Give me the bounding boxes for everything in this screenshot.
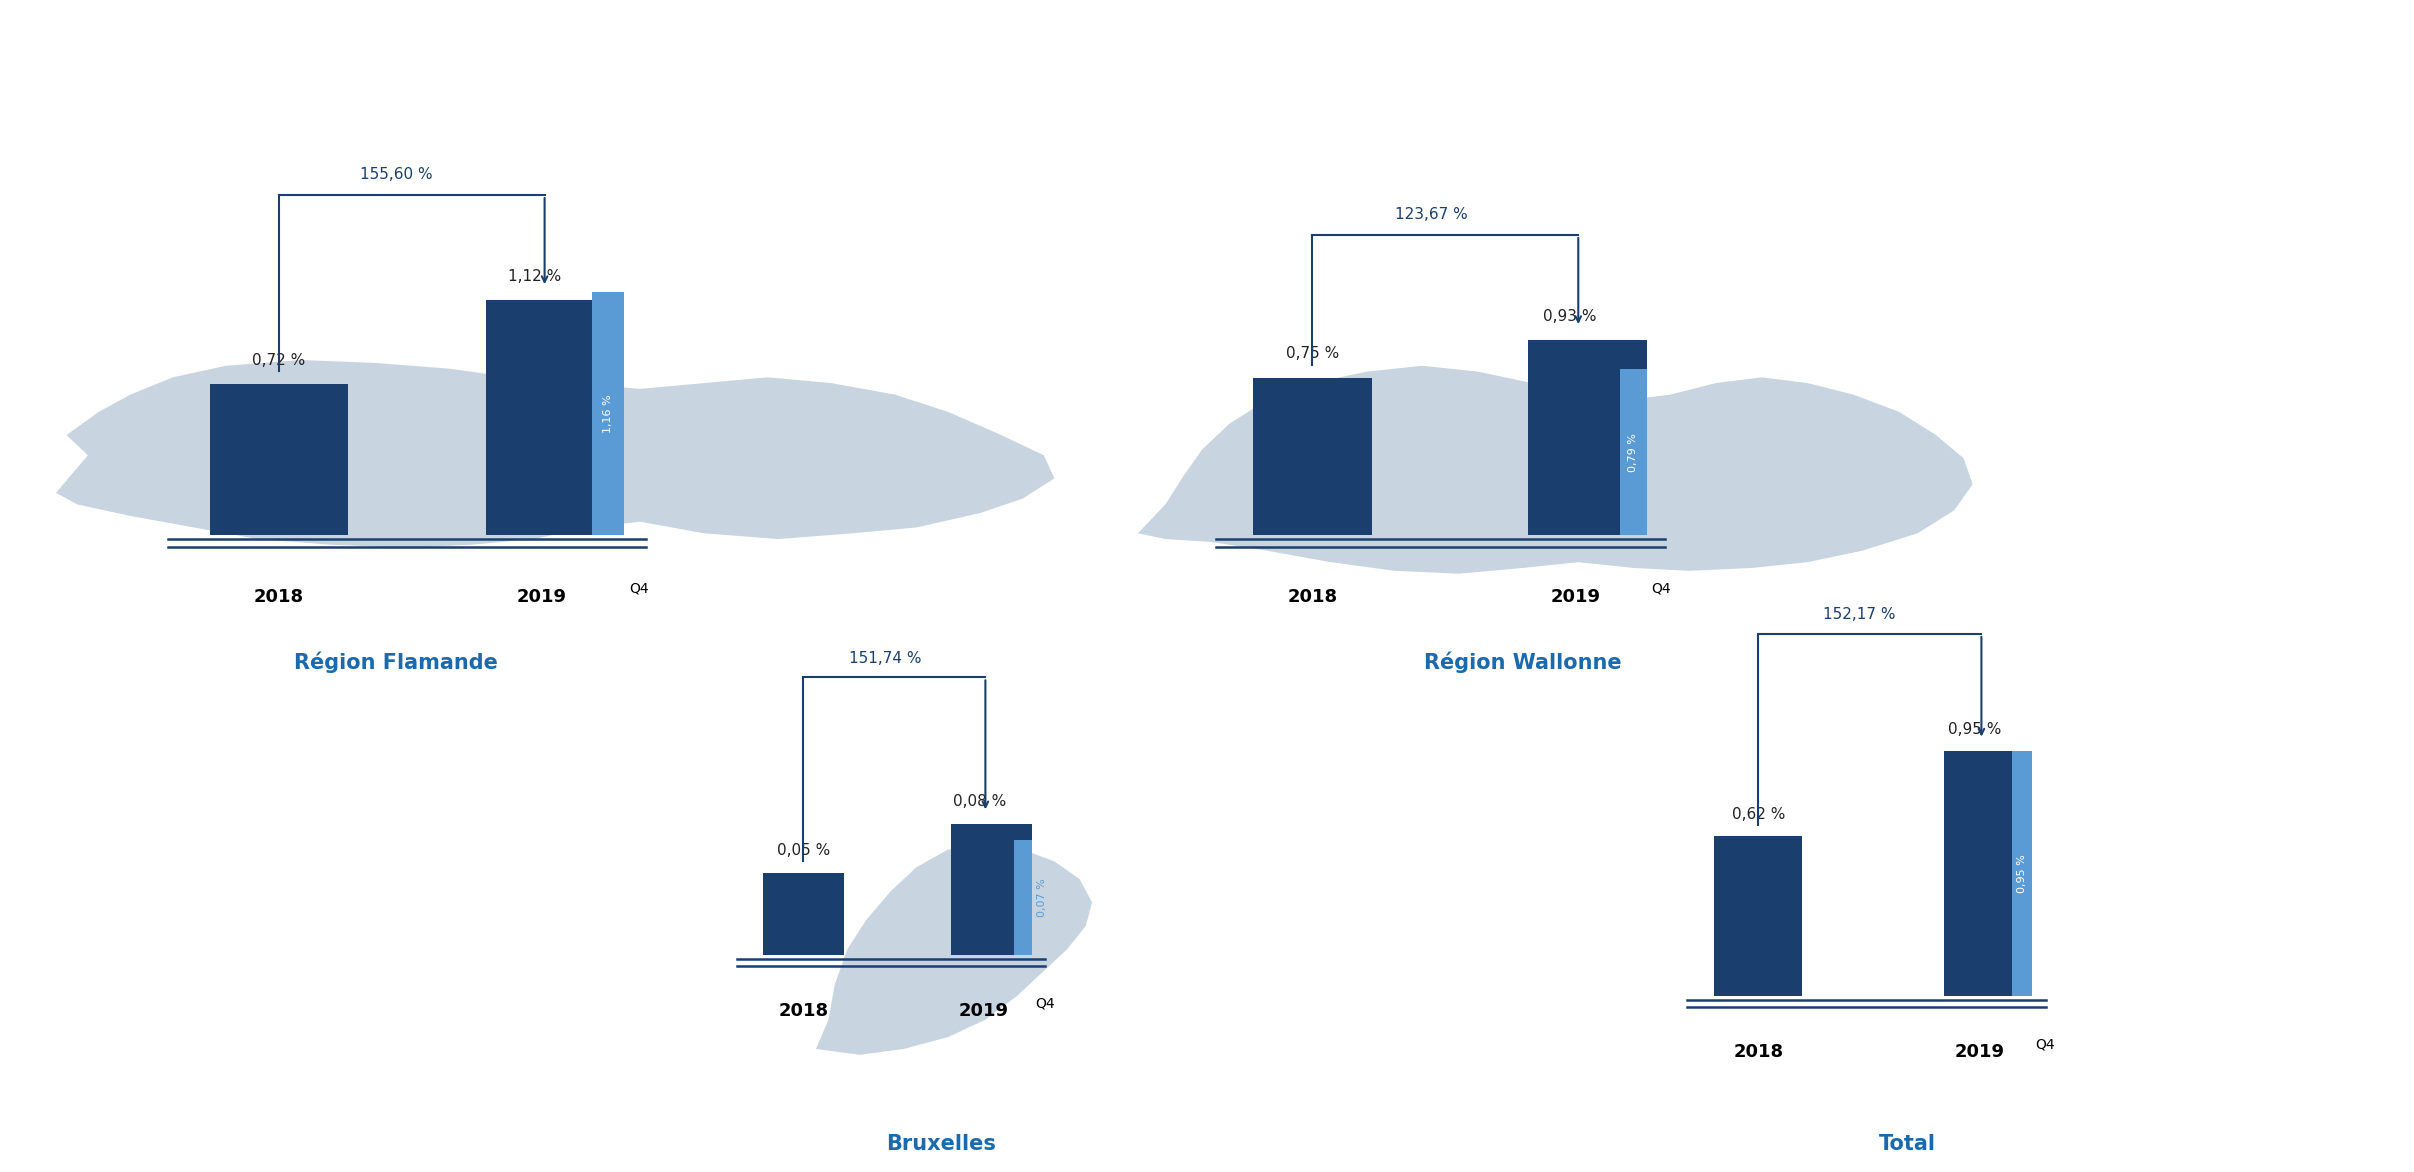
Text: 2018: 2018 [253, 588, 304, 606]
Text: 2019: 2019 [1955, 1043, 2004, 1061]
Text: 0,95 %: 0,95 % [2018, 854, 2028, 893]
Text: 0,95 %: 0,95 % [1948, 722, 2001, 736]
Text: 0,62 %: 0,62 % [1731, 806, 1784, 822]
Text: 2019: 2019 [958, 1002, 1009, 1020]
Text: 0,72 %: 0,72 % [253, 353, 307, 368]
Text: 2018: 2018 [777, 1002, 828, 1020]
Bar [1943, 751, 2033, 996]
Text: Bruxelles: Bruxelles [886, 1134, 997, 1154]
Text: Q4: Q4 [2035, 1037, 2054, 1051]
Text: 0,75 %: 0,75 % [1287, 347, 1340, 361]
Text: 0,07 %: 0,07 % [1038, 878, 1048, 918]
Polygon shape [816, 844, 1091, 1055]
Bar [1620, 369, 1646, 536]
Text: Q4: Q4 [1651, 581, 1670, 595]
Bar [485, 300, 625, 536]
Text: 123,67 %: 123,67 % [1395, 207, 1468, 222]
Polygon shape [1137, 366, 1972, 574]
Bar [210, 384, 348, 536]
Bar [591, 292, 625, 536]
Text: 0,05 %: 0,05 % [777, 844, 830, 858]
Bar [1714, 837, 1803, 996]
Text: 0,08 %: 0,08 % [954, 795, 1007, 809]
Text: Région Wallonne: Région Wallonne [1424, 652, 1622, 673]
Bar [1253, 377, 1371, 536]
Text: Q4: Q4 [1036, 996, 1055, 1010]
Text: 0,93 %: 0,93 % [1543, 308, 1596, 323]
Text: 2018: 2018 [1733, 1043, 1784, 1061]
Text: Q4: Q4 [630, 581, 649, 595]
Bar [763, 873, 845, 955]
Text: 151,74 %: 151,74 % [850, 650, 922, 666]
Text: 2019: 2019 [1550, 588, 1600, 606]
Bar [2011, 751, 2033, 996]
Bar [951, 824, 1033, 955]
Text: 152,17 %: 152,17 % [1823, 607, 1895, 622]
Text: Région Flamande: Région Flamande [295, 652, 497, 673]
Bar [1528, 340, 1646, 536]
Text: 0,79 %: 0,79 % [1629, 432, 1639, 472]
Text: 2019: 2019 [517, 588, 567, 606]
Text: 2018: 2018 [1287, 588, 1337, 606]
Text: 1,12 %: 1,12 % [507, 268, 560, 284]
Bar [1014, 840, 1033, 955]
Polygon shape [56, 360, 1055, 547]
Text: Total: Total [1878, 1134, 1936, 1154]
Text: 1,16 %: 1,16 % [604, 394, 613, 432]
Text: 155,60 %: 155,60 % [360, 166, 432, 182]
